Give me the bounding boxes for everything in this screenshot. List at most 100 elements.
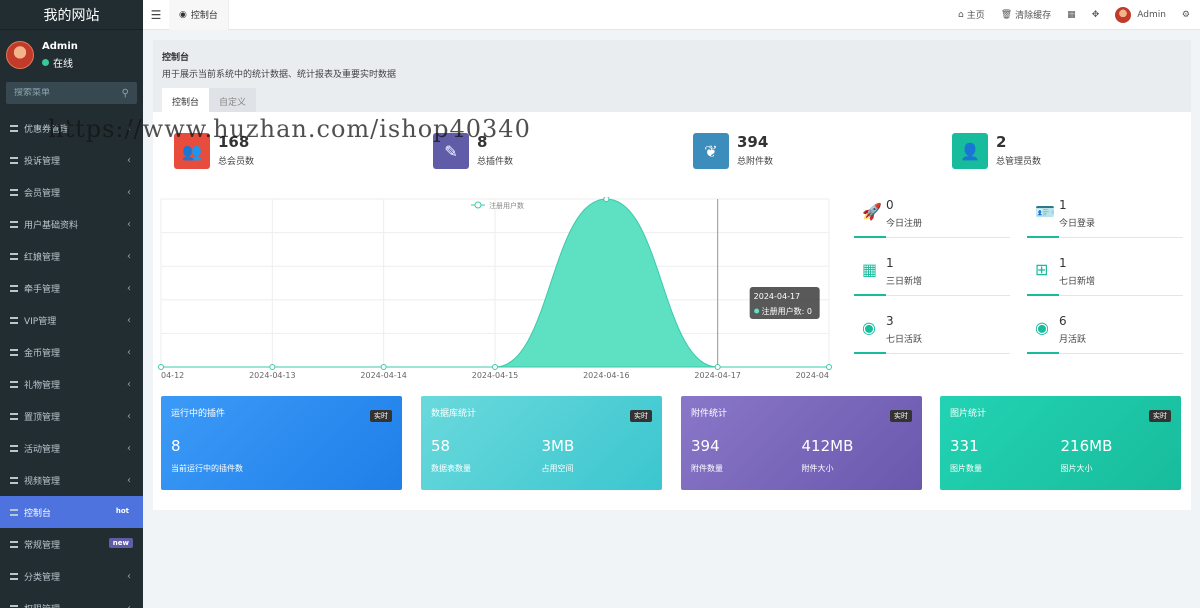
sidebar-item-label: 金币管理 — [24, 348, 61, 359]
menu-list-icon — [10, 252, 18, 260]
register-chart: 04-12 2024-04-13 2024-04-14 2024-04-15 2024-… — [153, 196, 837, 382]
tooltip-marker — [754, 308, 760, 314]
card-value-label: 附件数量 — [691, 464, 723, 473]
card-value-label: 图片大小 — [1060, 464, 1093, 473]
data-point[interactable] — [269, 364, 276, 370]
sidebar-item-label: 用户基础资料 — [24, 220, 79, 231]
stat-label: 总附件数 — [737, 157, 774, 167]
mini-stat-value: 0 — [886, 198, 894, 212]
data-point[interactable] — [714, 364, 721, 370]
sidebar-item-8[interactable]: 礼物管理 ‹ — [0, 368, 143, 400]
mini-stat-value: 1 — [1059, 256, 1067, 270]
stat-0: 👥 168 总会员数 — [174, 133, 254, 169]
brand-title[interactable]: 我的网站 — [0, 0, 143, 30]
mini-stat-2: ▦ 1 三日新增 — [854, 254, 1010, 296]
sidebar-item-label: 礼物管理 — [24, 380, 61, 391]
page-title: 控制台 — [162, 53, 190, 63]
chevron-left-icon: ‹ — [127, 475, 131, 486]
menu-badge: hot — [111, 506, 133, 516]
sidebar-item-6[interactable]: VIP管理 ‹ — [0, 304, 143, 336]
chevron-left-icon: ‹ — [127, 283, 131, 294]
sidebar-item-10[interactable]: 活动管理 ‹ — [0, 432, 143, 464]
sidebar-item-label: VIP管理 — [24, 316, 57, 327]
chart-svg: 04-12 2024-04-13 2024-04-14 2024-04-15 2024-… — [158, 196, 832, 380]
mini-stat-value: 1 — [1059, 198, 1067, 212]
menu-list-icon — [10, 220, 18, 228]
sidebar-item-1[interactable]: 投诉管理 ‹ — [0, 144, 143, 176]
accent-bar — [854, 352, 886, 354]
accent-bar — [1027, 236, 1059, 238]
settings-button[interactable]: ⚙ — [1182, 10, 1190, 20]
sidebar-item-label: 分类管理 — [24, 572, 61, 583]
user-circle-icon: ◉ — [1035, 318, 1049, 337]
tab-console[interactable]: 控制台 — [162, 88, 210, 115]
menu-list-icon — [10, 188, 18, 196]
data-point[interactable] — [380, 364, 387, 370]
search-input[interactable] — [14, 88, 104, 98]
stat-label: 总插件数 — [477, 157, 514, 167]
card-value: 394 — [691, 437, 720, 455]
sidebar-item-0[interactable]: 优惠券管理 ‹ — [0, 112, 143, 144]
avatar — [6, 41, 34, 69]
sidebar-item-label: 视频管理 — [24, 476, 61, 487]
menu-list-icon — [10, 572, 18, 580]
clear-cache-link[interactable]: 🗑 清除缓存 — [1001, 8, 1051, 22]
realtime-badge: 实时 — [1149, 410, 1171, 422]
admin-menu[interactable]: Admin — [1115, 6, 1166, 23]
mini-stat-label: 今日注册 — [886, 219, 923, 229]
card-value-label: 当前运行中的插件数 — [171, 464, 243, 473]
fullscreen-button[interactable]: ✥ — [1092, 10, 1100, 20]
menu-list-icon — [10, 508, 18, 516]
id-card-icon: 🪪 — [1035, 202, 1055, 221]
x-tick-label: 2024-04-13 — [249, 371, 295, 380]
data-point[interactable] — [603, 196, 610, 202]
accent-bar — [1027, 352, 1059, 354]
data-point[interactable] — [826, 364, 832, 370]
sidebar-item-4[interactable]: 红娘管理 ‹ — [0, 240, 143, 272]
sidebar-item-7[interactable]: 金币管理 ‹ — [0, 336, 143, 368]
card-2: 附件统计 实时 394 附件数量 412MB 附件大小 — [681, 396, 922, 490]
sidebar-item-15[interactable]: 权限管理 ‹ — [0, 592, 143, 608]
menu-list-icon — [10, 604, 18, 608]
home-link[interactable]: ⌂ 主页 — [958, 8, 985, 22]
sidebar-item-label: 牵手管理 — [24, 284, 61, 295]
sidebar-item-2[interactable]: 会员管理 ‹ — [0, 176, 143, 208]
mini-stat-label: 七日新增 — [1059, 277, 1096, 287]
online-dot-icon — [42, 58, 49, 66]
mini-stat-0: 🚀 0 今日注册 — [854, 196, 1010, 238]
mini-stat-label: 七日活跃 — [886, 335, 923, 345]
user-name: Admin — [42, 40, 78, 52]
tab-custom[interactable]: 自定义 — [209, 88, 257, 115]
x-tick-label: 2024-04-14 — [360, 371, 407, 380]
sidebar-item-11[interactable]: 视频管理 ‹ — [0, 464, 143, 496]
card-title: 附件统计 — [691, 409, 728, 419]
chevron-left-icon: ‹ — [127, 443, 131, 454]
card-title: 图片统计 — [950, 409, 987, 419]
menu-list-icon — [10, 540, 18, 548]
legend-marker — [474, 201, 482, 209]
sidebar-item-9[interactable]: 置顶管理 ‹ — [0, 400, 143, 432]
menu-toggle-icon[interactable]: ☰ — [150, 7, 162, 22]
search-icon[interactable]: ⚲ — [121, 87, 129, 99]
page-tabs: 控制台 自定义 — [162, 88, 1182, 115]
card-value-label: 附件大小 — [801, 464, 834, 473]
mini-stat-value: 1 — [886, 256, 894, 270]
user-panel: Admin 在线 — [0, 34, 143, 76]
mini-stat-value: 6 — [1059, 314, 1067, 328]
sidebar-item-5[interactable]: 牵手管理 ‹ — [0, 272, 143, 304]
sidebar-item-14[interactable]: 分类管理 ‹ — [0, 560, 143, 592]
language-button[interactable]: ▦ — [1067, 10, 1076, 20]
tab-dashboard[interactable]: ◉ 控制台 — [169, 0, 229, 30]
sidebar-item-13[interactable]: 常规管理 new — [0, 528, 143, 560]
topbar: ☰ ◉ 控制台 ⌂ 主页 🗑 清除缓存 ▦ ✥ Admin ⚙ — [143, 0, 1200, 30]
tooltip-label: 注册用户数: 0 — [762, 306, 812, 316]
dashboard-icon: ◉ — [179, 9, 187, 20]
card-1: 数据库统计 实时 58 数据表数量 3MB 占用空间 — [421, 396, 662, 490]
user-icon: 👤 — [952, 133, 988, 169]
data-point[interactable] — [158, 364, 164, 370]
data-point[interactable] — [492, 364, 498, 370]
sidebar-item-label: 权限管理 — [24, 602, 60, 608]
sidebar-item-12[interactable]: 控制台 hot — [0, 496, 143, 528]
x-tick-label: 2024-04 — [796, 371, 829, 380]
sidebar-item-3[interactable]: 用户基础资料 ‹ — [0, 208, 143, 240]
